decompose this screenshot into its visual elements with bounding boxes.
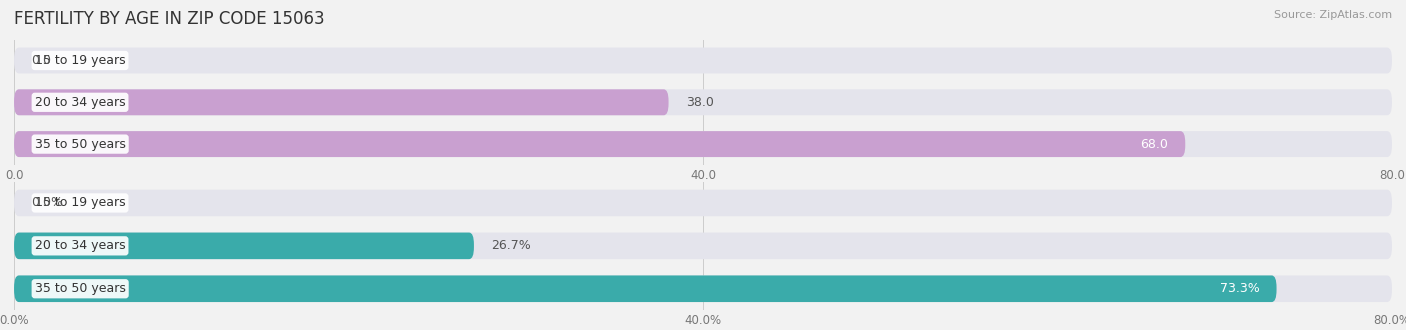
Text: 26.7%: 26.7% [491, 239, 531, 252]
FancyBboxPatch shape [14, 276, 1277, 302]
FancyBboxPatch shape [14, 276, 1392, 302]
Text: 35 to 50 years: 35 to 50 years [35, 282, 125, 295]
FancyBboxPatch shape [14, 89, 669, 115]
Text: 0.0: 0.0 [31, 54, 51, 67]
Text: 20 to 34 years: 20 to 34 years [35, 239, 125, 252]
FancyBboxPatch shape [14, 233, 1392, 259]
FancyBboxPatch shape [14, 131, 1185, 157]
FancyBboxPatch shape [14, 48, 1392, 74]
Text: 0.0%: 0.0% [31, 196, 63, 210]
Text: FERTILITY BY AGE IN ZIP CODE 15063: FERTILITY BY AGE IN ZIP CODE 15063 [14, 10, 325, 28]
Text: 68.0: 68.0 [1140, 138, 1168, 150]
Text: 20 to 34 years: 20 to 34 years [35, 96, 125, 109]
FancyBboxPatch shape [14, 89, 1392, 115]
FancyBboxPatch shape [14, 233, 474, 259]
Text: 15 to 19 years: 15 to 19 years [35, 54, 125, 67]
Text: 38.0: 38.0 [686, 96, 714, 109]
Text: 73.3%: 73.3% [1219, 282, 1260, 295]
FancyBboxPatch shape [14, 131, 1392, 157]
Text: Source: ZipAtlas.com: Source: ZipAtlas.com [1274, 10, 1392, 20]
Text: 35 to 50 years: 35 to 50 years [35, 138, 125, 150]
FancyBboxPatch shape [14, 190, 1392, 216]
Text: 15 to 19 years: 15 to 19 years [35, 196, 125, 210]
